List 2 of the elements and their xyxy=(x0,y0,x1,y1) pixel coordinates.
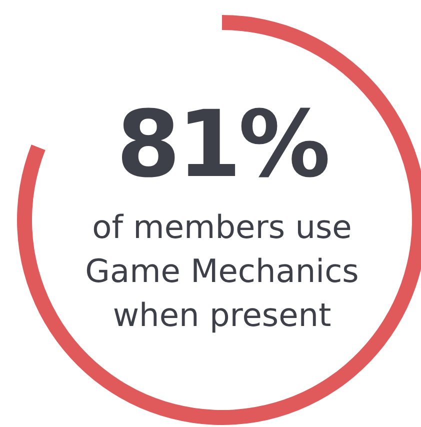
data-label: 81% xyxy=(116,91,328,198)
text: of members use Game Mechanics when present xyxy=(85,208,359,334)
